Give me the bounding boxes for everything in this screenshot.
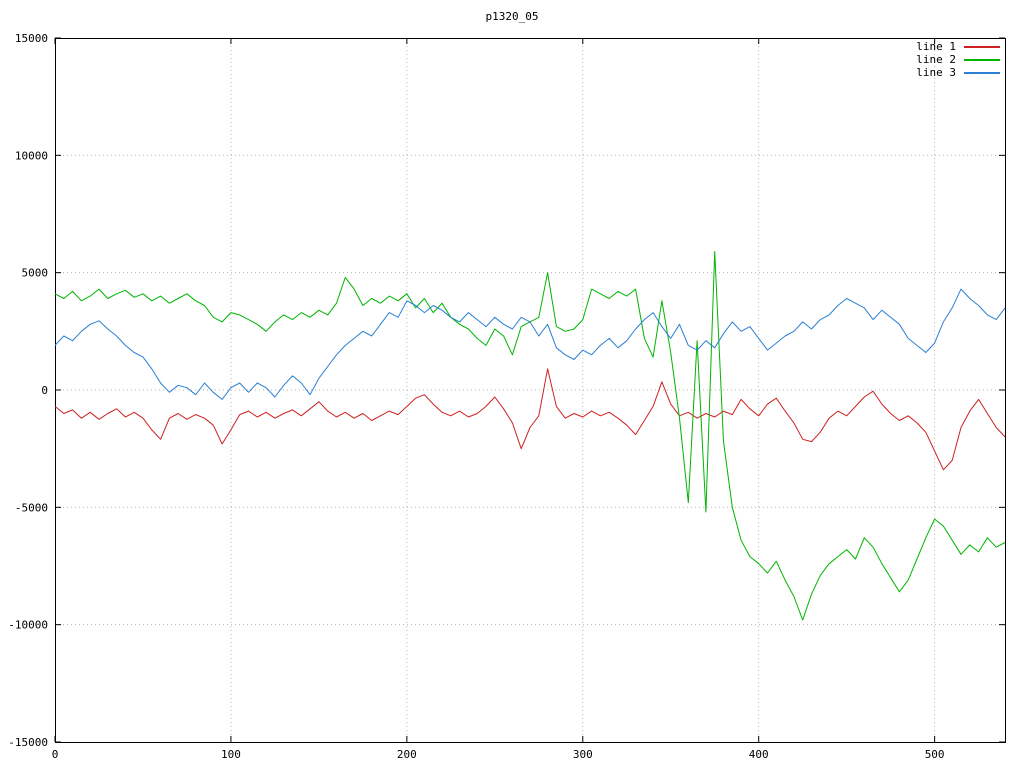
legend-label-line1: line 1	[916, 40, 956, 53]
svg-text:500: 500	[925, 748, 945, 761]
svg-text:-10000: -10000	[8, 619, 48, 632]
legend-entry: line 3	[916, 66, 1000, 79]
svg-text:400: 400	[749, 748, 769, 761]
legend-entry: line 2	[916, 53, 1000, 66]
svg-text:200: 200	[397, 748, 417, 761]
svg-text:-15000: -15000	[8, 736, 48, 749]
svg-text:10000: 10000	[15, 149, 48, 162]
svg-text:300: 300	[573, 748, 593, 761]
legend-line-sample-3	[964, 71, 1000, 74]
svg-text:0: 0	[41, 384, 48, 397]
svg-text:100: 100	[221, 748, 241, 761]
svg-text:15000: 15000	[15, 32, 48, 45]
legend-entry: line 1	[916, 40, 1000, 53]
svg-text:5000: 5000	[22, 267, 49, 280]
svg-text:-5000: -5000	[15, 501, 48, 514]
legend-line-sample-1	[964, 45, 1000, 48]
legend: line 1 line 2 line 3	[916, 40, 1000, 79]
legend-line-sample-2	[964, 58, 1000, 61]
chart-title: p1320_05	[485, 10, 539, 23]
svg-text:0: 0	[52, 748, 59, 761]
legend-label-line2: line 2	[916, 53, 956, 66]
legend-label-line3: line 3	[916, 66, 956, 79]
